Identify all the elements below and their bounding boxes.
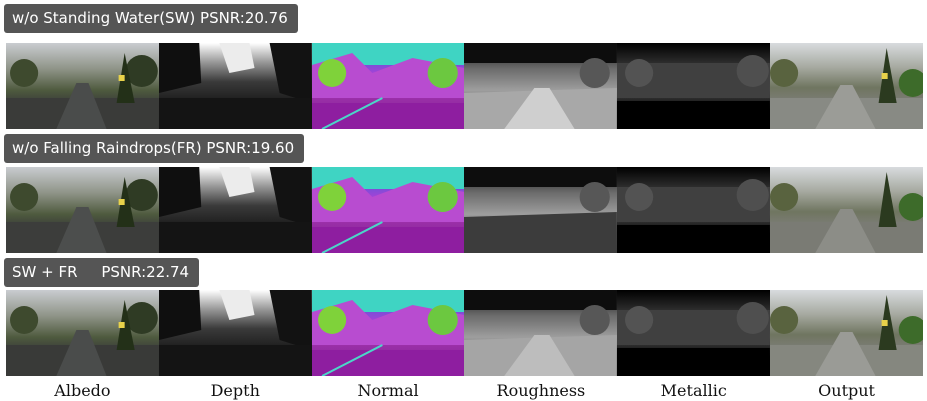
caption-normal: Normal	[357, 381, 419, 400]
roughness-image	[464, 43, 618, 129]
normal-image	[311, 290, 465, 376]
output-image	[770, 43, 923, 129]
depth-image	[158, 43, 312, 129]
row-3-label: SW + FR PSNR:22.74	[4, 258, 200, 287]
caption-roughness: Roughness	[496, 381, 586, 400]
albedo-image	[6, 43, 159, 129]
caption-metallic: Metallic	[660, 381, 727, 400]
metallic-image	[617, 290, 771, 376]
output-image	[770, 167, 923, 253]
caption-depth: Depth	[210, 381, 260, 400]
metallic-image	[617, 43, 771, 129]
column-captions: Albedo Depth Normal Roughness Metallic O…	[6, 380, 923, 401]
row-2-strip	[6, 167, 923, 253]
output-image	[770, 290, 923, 376]
caption-output: Output	[818, 381, 875, 400]
row-1-strip	[6, 43, 923, 129]
metallic-image	[617, 167, 771, 253]
normal-image	[311, 43, 465, 129]
row-2-label: w/o Falling Raindrops(FR) PSNR:19.60	[4, 134, 305, 163]
depth-image	[158, 167, 312, 253]
row-1-label: w/o Standing Water(SW) PSNR:20.76	[4, 4, 298, 33]
roughness-image	[464, 167, 618, 253]
row-3-strip	[6, 290, 923, 376]
albedo-image	[6, 167, 159, 253]
roughness-image	[464, 290, 618, 376]
albedo-image	[6, 290, 159, 376]
normal-image	[311, 167, 465, 253]
caption-albedo: Albedo	[54, 381, 111, 400]
depth-image	[158, 290, 312, 376]
